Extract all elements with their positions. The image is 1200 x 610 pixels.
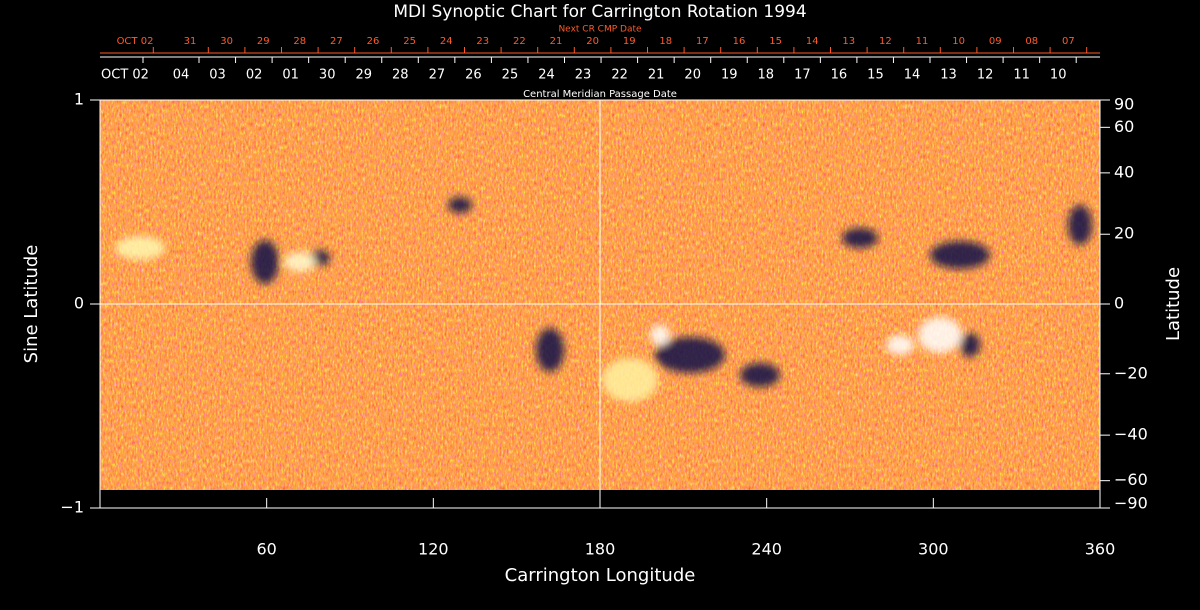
polarity-blob	[448, 197, 472, 213]
top-date-label: 09	[989, 36, 1002, 47]
polarity-blob	[602, 358, 658, 402]
polarity-regions	[115, 197, 1092, 402]
top-axis-label: Next CR CMP Date	[558, 25, 642, 35]
date-label: 15	[867, 68, 884, 83]
top-date-label: 13	[842, 36, 855, 47]
date-label: 25	[502, 68, 519, 83]
date-label: OCT 02	[101, 68, 149, 83]
polarity-blob	[115, 236, 165, 260]
polarity-blob	[918, 317, 962, 353]
date-axis-label: Central Meridian Passage Date	[523, 89, 677, 100]
date-label: 04	[173, 68, 190, 83]
y2-tick-label: 60	[1114, 117, 1134, 136]
chart-title: MDI Synoptic Chart for Carrington Rotati…	[393, 2, 806, 22]
top-date-label: 08	[1025, 36, 1038, 47]
polarity-blob	[886, 335, 914, 355]
y-tick-label: 0	[74, 294, 84, 313]
polarity-blob	[960, 333, 980, 357]
y2-tick-label: −90	[1114, 494, 1148, 513]
top-date-label: 18	[659, 36, 672, 47]
x-tick-label: 360	[1085, 540, 1116, 559]
y2-tick-label: −40	[1114, 425, 1148, 444]
top-date-label: 11	[916, 36, 929, 47]
top-date-label: 21	[550, 36, 563, 47]
top-date-label: 25	[403, 36, 416, 47]
y2-tick-label: −20	[1114, 363, 1148, 382]
date-label: 03	[209, 68, 226, 83]
y-tick-label: −1	[60, 498, 84, 517]
y2-axis-label: Latitude	[1163, 267, 1184, 341]
top-date-label: 20	[586, 36, 599, 47]
top-date-label: 12	[879, 36, 892, 47]
y-tick-label: 1	[74, 90, 84, 109]
y2-tick-label: 40	[1114, 162, 1134, 181]
top-date-label: 14	[806, 36, 819, 47]
x-tick-label: 240	[751, 540, 782, 559]
y2-tick-label: −60	[1114, 470, 1148, 489]
top-date-label: 07	[1062, 36, 1075, 47]
top-date-label: 15	[769, 36, 782, 47]
date-label: 11	[1013, 68, 1030, 83]
date-label: 02	[246, 68, 263, 83]
top-date-label: OCT 02	[117, 36, 154, 47]
x-axis-label: Carrington Longitude	[505, 565, 696, 586]
date-label: 26	[465, 68, 482, 83]
date-label: 27	[429, 68, 446, 83]
date-label: 24	[538, 68, 555, 83]
date-label: 10	[1050, 68, 1067, 83]
date-label: 19	[721, 68, 738, 83]
polarity-blob	[650, 325, 670, 345]
polarity-blob	[842, 228, 878, 248]
top-date-label: 27	[330, 36, 343, 47]
top-date-label: 29	[257, 36, 270, 47]
x-tick-label: 180	[585, 540, 616, 559]
top-date-label: 24	[440, 36, 453, 47]
top-date-label: 16	[733, 36, 746, 47]
top-date-label: 31	[184, 36, 197, 47]
y2-tick-label: 90	[1114, 95, 1134, 114]
top-date-label: 30	[220, 36, 233, 47]
top-date-label: 28	[293, 36, 306, 47]
y-axis-label: Sine Latitude	[21, 245, 42, 364]
y2-tick-label: 20	[1114, 224, 1134, 243]
x-tick-label: 300	[918, 540, 949, 559]
polarity-blob	[740, 363, 780, 387]
top-date-label: 19	[623, 36, 636, 47]
date-label: 12	[977, 68, 994, 83]
y2-tick-label: 0	[1114, 294, 1124, 313]
top-date-label: 23	[476, 36, 489, 47]
polarity-blob	[655, 337, 725, 373]
date-label: 01	[282, 68, 299, 83]
date-label: 14	[904, 68, 921, 83]
polarity-blob	[930, 241, 990, 269]
x-tick-label: 60	[256, 540, 276, 559]
date-label: 28	[392, 68, 409, 83]
polarity-blob	[536, 328, 564, 372]
top-date-label: 26	[367, 36, 380, 47]
top-date-label: 17	[696, 36, 709, 47]
plot-area	[100, 100, 1100, 508]
date-label: 20	[684, 68, 701, 83]
date-label: 18	[758, 68, 775, 83]
x-tick-label: 120	[418, 540, 449, 559]
polarity-blob	[1068, 205, 1092, 245]
date-label: 23	[575, 68, 592, 83]
polarity-blob	[251, 240, 279, 284]
date-label: 17	[794, 68, 811, 83]
date-label: 21	[648, 68, 665, 83]
date-label: 22	[611, 68, 628, 83]
date-label: 30	[319, 68, 336, 83]
date-label: 16	[831, 68, 848, 83]
polarity-blob	[284, 252, 316, 272]
date-label: 13	[940, 68, 957, 83]
date-label: 29	[355, 68, 372, 83]
top-date-label: 10	[952, 36, 965, 47]
top-date-label: 22	[513, 36, 526, 47]
